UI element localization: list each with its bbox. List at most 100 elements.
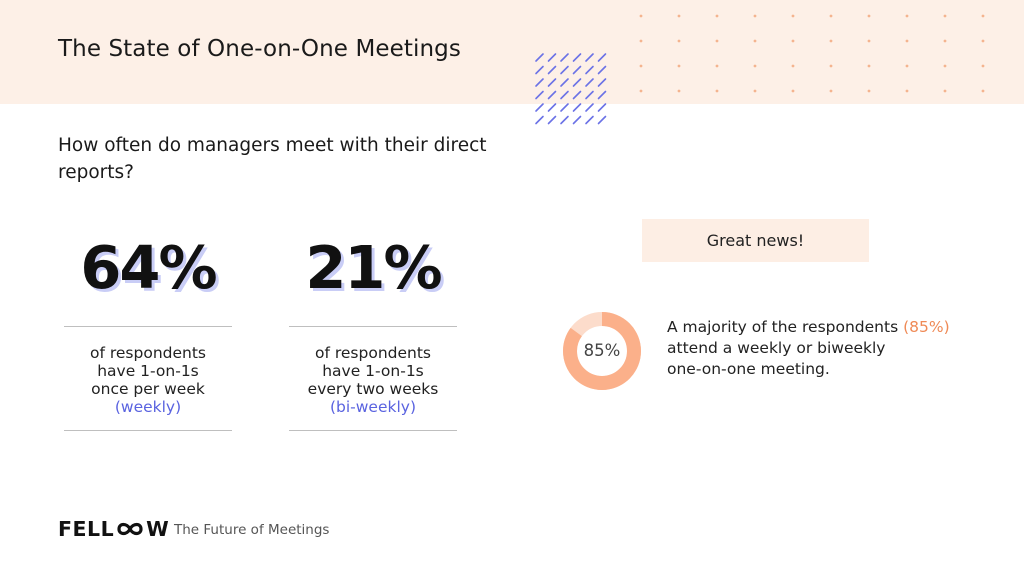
pattern-slash [547,90,557,100]
pattern-dot [639,14,643,18]
pattern-slash [585,65,594,75]
pattern-dot [867,14,871,18]
footer-tagline: The Future of Meetings [174,522,330,538]
stat-line: have 1-on-1s [322,362,424,380]
pattern-slash [560,115,569,125]
pattern-dot [677,89,681,93]
pattern-slash [547,65,557,75]
pattern-dot [639,89,643,93]
great-news-badge: Great news! [642,219,869,262]
pattern-dot [677,64,681,68]
pattern-slash [547,78,557,87]
pattern-slash [585,78,594,87]
pattern-slash [535,65,544,75]
pattern-dot [753,89,757,93]
logo-text-right: W [146,517,170,541]
pattern-slash [560,78,569,87]
pattern-slash [585,53,594,62]
pattern-slash [597,115,607,125]
stat-frequency-label: (weekly) [114,398,182,416]
pattern-dot [791,64,795,68]
pattern-dot [677,39,681,43]
pattern-slash [535,115,544,125]
pattern-slash [572,103,582,112]
divider [289,326,457,327]
slash-pattern-decoration [535,53,607,125]
stat-line: once per week [91,380,205,398]
divider [64,326,232,327]
logo-text-left: FELL [58,517,115,541]
pattern-slash [560,65,569,75]
pattern-dot [829,64,833,68]
donut-arc [563,312,641,390]
pattern-dot [943,14,947,18]
stat-description: of respondents have 1-on-1s once per wee… [64,327,232,430]
pattern-dot [791,89,795,93]
dot-pattern-decoration [639,14,985,93]
pattern-slash [585,90,594,100]
pattern-dot [715,14,719,18]
pattern-dot [829,89,833,93]
stat-value: 21% [305,233,442,302]
pattern-dot [753,39,757,43]
pattern-dot [677,14,681,18]
pattern-slash [572,65,582,75]
pattern-dot [905,14,909,18]
pattern-dot [715,64,719,68]
pattern-slash [547,53,557,62]
pattern-slash [535,90,544,100]
stat-description: of respondents have 1-on-1s every two we… [289,327,457,430]
majority-statement: A majority of the respondents (85%) atte… [667,317,997,380]
divider [289,430,457,431]
pattern-dot [867,64,871,68]
pattern-dot [981,39,985,43]
fellow-logo: FELL W [58,517,169,541]
divider [64,430,232,431]
pattern-dot [753,64,757,68]
pattern-slash [535,103,544,112]
pattern-dot [905,39,909,43]
pattern-dot [905,64,909,68]
pattern-slash [597,103,607,112]
stat-line: have 1-on-1s [97,362,199,380]
stat-line: of respondents [314,344,431,362]
pattern-dot [829,39,833,43]
pattern-slash [585,103,594,112]
pattern-dot [981,89,985,93]
survey-question: How often do managers meet with their di… [58,135,487,183]
pattern-slash [547,115,557,125]
pattern-dot [829,14,833,18]
pattern-slash [597,65,607,75]
pattern-dot [791,14,795,18]
pattern-slash [535,78,544,87]
stat-frequency-label: (bi-weekly) [329,398,417,416]
pattern-dot [867,89,871,93]
stat-value: 64% [80,233,217,302]
pattern-dot [905,89,909,93]
statement-percent: (85%) [903,318,950,336]
statement-line: attend a weekly or biweekly [667,339,886,357]
pattern-slash [597,53,607,62]
pattern-dot [943,64,947,68]
stat-line: of respondents [89,344,206,362]
header-band [0,0,1024,104]
pattern-slash [572,115,582,125]
pattern-slash [585,115,594,125]
pattern-slash [572,78,582,87]
donut-chart [563,312,641,390]
infinity-icon [117,522,143,536]
page-title: The State of One-on-One Meetings [58,36,461,62]
pattern-dot [981,64,985,68]
pattern-slash [560,53,569,62]
pattern-dot [639,39,643,43]
pattern-slash [535,53,544,62]
pattern-slash [547,103,557,112]
pattern-dot [867,39,871,43]
stat-weekly: 64% of respondents have 1-on-1s once per… [64,232,232,431]
statement-line: A majority of the respondents (85%) [667,317,997,338]
pattern-dot [715,89,719,93]
pattern-dot [791,39,795,43]
pattern-slash [572,53,582,62]
statement-text: A majority of the respondents [667,318,904,336]
stat-line: every two weeks [307,380,439,398]
